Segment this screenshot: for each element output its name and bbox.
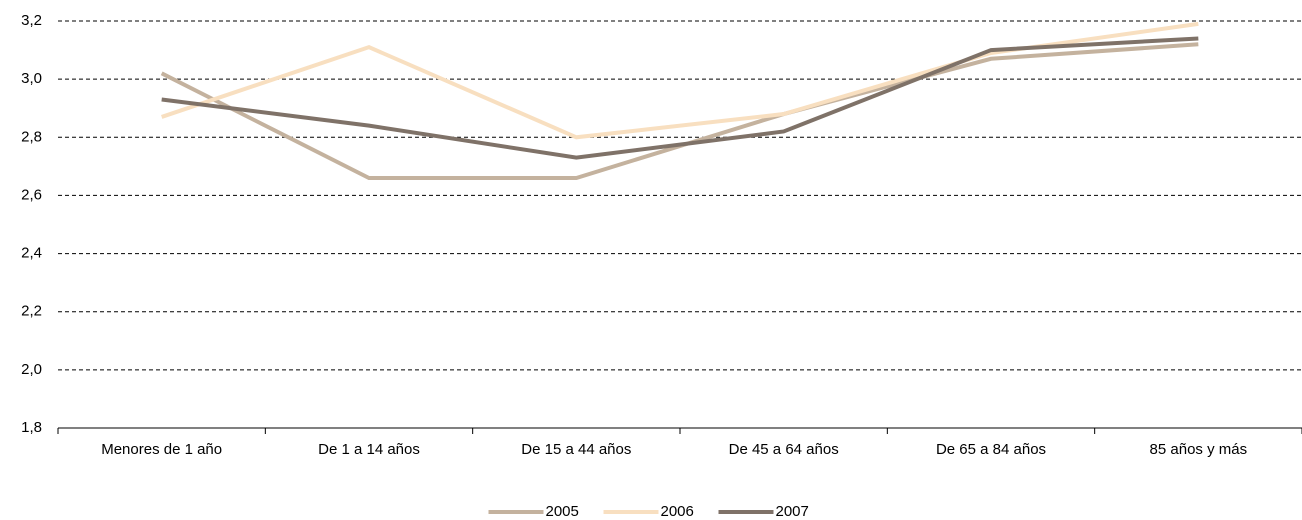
y-tick-label: 2,2 (21, 303, 42, 320)
x-tick-label: 85 años y más (1150, 441, 1248, 458)
x-tick-label: De 45 a 64 años (729, 441, 839, 458)
legend-label: 2005 (546, 503, 579, 520)
x-tick-label: De 65 a 84 años (936, 441, 1046, 458)
y-tick-label: 2,8 (21, 128, 42, 145)
y-tick-label: 1,8 (21, 419, 42, 436)
y-tick-label: 3,2 (21, 12, 42, 29)
x-tick-label: Menores de 1 año (101, 441, 222, 458)
x-tick-label: De 1 a 14 años (318, 441, 420, 458)
y-tick-label: 2,4 (21, 245, 42, 262)
series-line (161, 36, 1199, 160)
legend-label: 2007 (776, 503, 809, 520)
legend-label: 2006 (661, 503, 694, 520)
y-tick-label: 3,0 (21, 70, 42, 87)
x-tick-label: De 15 a 44 años (521, 441, 631, 458)
y-tick-label: 2,0 (21, 361, 42, 378)
y-tick-label: 2,6 (21, 186, 42, 203)
